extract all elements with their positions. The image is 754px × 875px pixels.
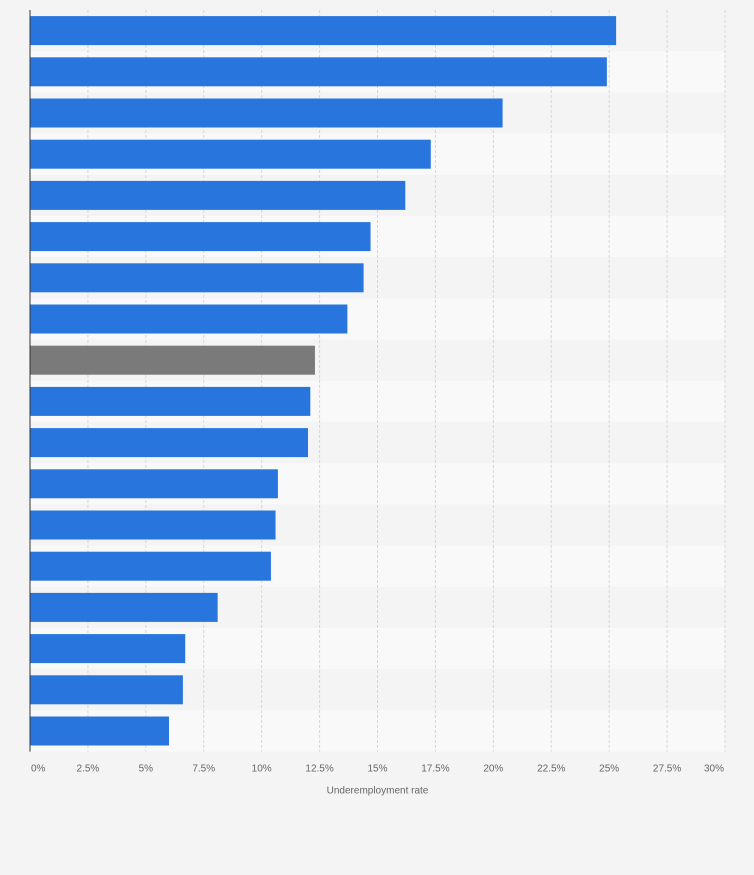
bar — [30, 263, 364, 293]
bar — [30, 222, 371, 252]
x-tick-labels: 0% 2.5% 5% 7.5% 10% 12.5% 15% 17.5% 20% 22.5% 25% 2… — [31, 764, 724, 775]
x-tick-label: 10% — [252, 764, 272, 775]
x-tick-label: 25% — [599, 764, 619, 775]
bars — [30, 16, 617, 746]
x-tick-label: 22.5% — [537, 764, 565, 775]
x-tick-label: 5% — [139, 764, 154, 775]
bar — [30, 57, 607, 87]
x-tick-label: 17.5% — [421, 764, 449, 775]
bar — [30, 592, 218, 622]
x-axis-label: Underemployment rate — [327, 786, 429, 797]
x-tick-label: 12.5% — [305, 764, 333, 775]
bar — [30, 304, 348, 334]
x-tick-label: 2.5% — [77, 764, 100, 775]
bar — [30, 510, 276, 540]
x-tick-label: 0% — [31, 764, 46, 775]
bar — [30, 428, 308, 458]
x-tick-label: 27.5% — [653, 764, 681, 775]
bar — [30, 634, 186, 664]
bar — [30, 139, 431, 169]
bar — [30, 180, 406, 210]
x-tick-label: 15% — [367, 764, 387, 775]
bar — [30, 675, 183, 705]
x-tick-label: 20% — [483, 764, 503, 775]
bar — [30, 386, 311, 416]
bar — [30, 469, 278, 499]
bar — [30, 16, 617, 46]
bar — [30, 98, 503, 128]
gridlines — [87, 10, 726, 752]
x-tick-label: 7.5% — [192, 764, 215, 775]
bar — [30, 551, 271, 581]
x-tick-label: 30% — [704, 764, 724, 775]
bar — [30, 716, 169, 746]
bar-highlighted — [30, 345, 315, 375]
